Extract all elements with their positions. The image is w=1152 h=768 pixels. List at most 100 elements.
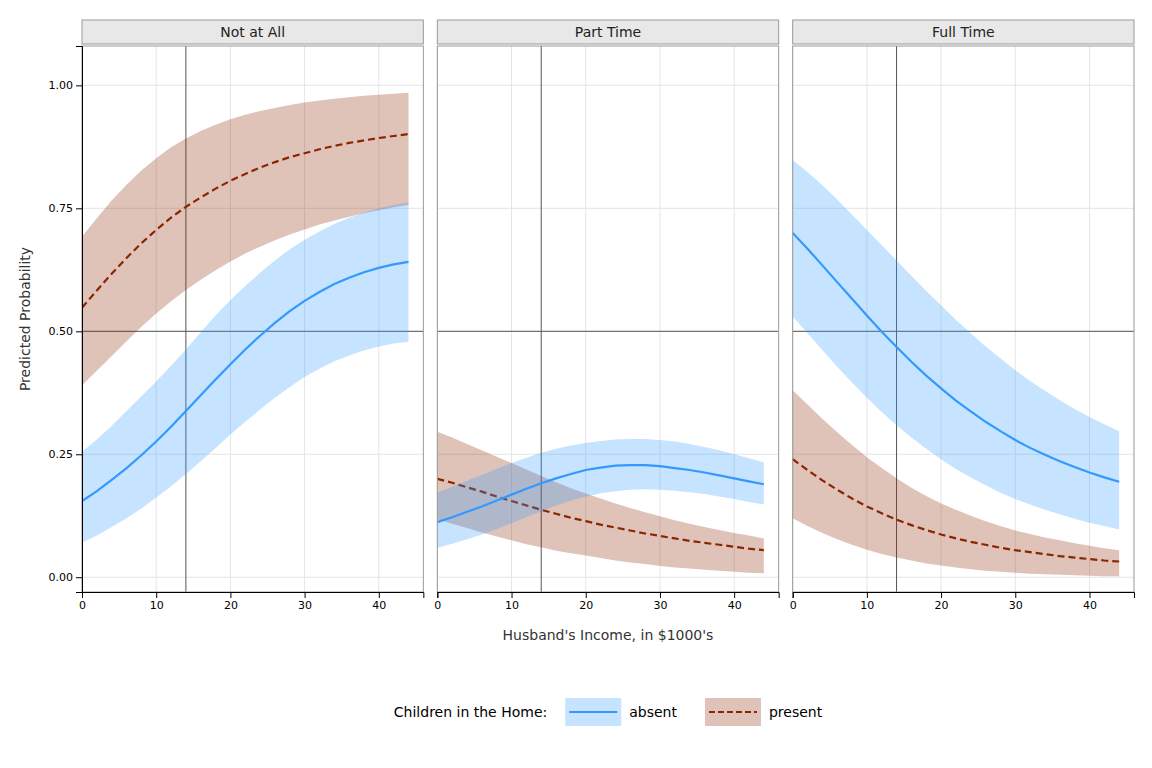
plot-background [82, 46, 423, 592]
tick-label: 40 [728, 599, 742, 612]
tick: 10 [150, 592, 164, 612]
panel-title: Full Time [932, 24, 995, 40]
tick: 20 [224, 592, 238, 612]
tick: 0 [790, 592, 797, 612]
tick-mark [1089, 592, 1090, 598]
axis-line [438, 593, 779, 599]
tick: 0 [434, 592, 441, 612]
tick-mark [379, 592, 380, 598]
legend-item: absent [565, 698, 677, 726]
grid-line [437, 331, 778, 332]
tick: 0.75 [49, 202, 83, 215]
tick-label: 30 [298, 599, 312, 612]
panel: 010203040Part Time [434, 20, 779, 612]
grid-line [793, 85, 1134, 86]
x-axis: 0 10 20 30 40 [79, 592, 424, 612]
tick: 20 [579, 592, 593, 612]
line [82, 262, 408, 501]
tick-mark [586, 592, 587, 598]
legend-swatch [565, 698, 621, 726]
legend-title: Children in the Home: [394, 704, 547, 720]
plot-frame [82, 46, 423, 592]
plot-frame [793, 46, 1134, 592]
line [437, 465, 763, 522]
tick-mark [76, 454, 82, 455]
tick-label: 10 [860, 599, 874, 612]
tick: 10 [505, 592, 519, 612]
tick: 0.25 [49, 448, 83, 461]
tick-mark [76, 331, 82, 332]
panel-strip [793, 20, 1134, 44]
grid-line [156, 46, 157, 592]
tick-mark [734, 592, 735, 598]
tick-label: 0 [79, 599, 86, 612]
tick: 40 [728, 592, 742, 612]
tick-label: 0 [434, 599, 441, 612]
plot-background [793, 46, 1134, 592]
grid-line [82, 85, 423, 86]
grid-line [437, 208, 778, 209]
plot-area [793, 46, 1134, 592]
legend-line [709, 711, 757, 713]
legend-label: present [769, 704, 823, 720]
confidence-band [437, 432, 763, 574]
reference-line [185, 46, 186, 592]
grid-line [437, 577, 778, 578]
tick-label: 0.25 [49, 448, 74, 461]
tick: 40 [1083, 592, 1097, 612]
series [793, 160, 1119, 529]
grid-line [793, 577, 1134, 578]
plot-area [437, 46, 778, 592]
legend: Children in the Home: absent present [394, 698, 823, 726]
tick: 30 [653, 592, 667, 612]
axis-line [83, 593, 424, 599]
grid [793, 46, 1134, 592]
tick-mark [76, 208, 82, 209]
panel-title: Not at All [220, 24, 285, 40]
grid-line [437, 85, 778, 86]
y-axis: 0.00 0.25 0.50 0.75 1.00 [49, 47, 83, 593]
confidence-band [437, 439, 763, 548]
legend-line [569, 711, 617, 713]
tick: 0.00 [49, 571, 83, 584]
tick-label: 0.75 [49, 202, 74, 215]
tick-label: 10 [150, 599, 164, 612]
tick-label: 30 [653, 599, 667, 612]
tick-mark [793, 592, 794, 598]
series [437, 432, 763, 574]
tick-mark [867, 592, 868, 598]
x-axis: 0 10 20 30 40 [434, 592, 779, 612]
tick-mark [1015, 592, 1016, 598]
tick-label: 0 [790, 599, 797, 612]
tick-label: 0.50 [49, 325, 74, 338]
confidence-band [82, 202, 408, 542]
tick: 20 [935, 592, 949, 612]
x-axis-title: Husband's Income, in $1000's [503, 627, 714, 643]
x-axis: 0 10 20 30 40 [790, 592, 1135, 612]
tick-mark [156, 592, 157, 598]
tick-label: 20 [224, 599, 238, 612]
confidence-band [793, 160, 1119, 529]
tick: 30 [1009, 592, 1023, 612]
axis-line [76, 47, 83, 593]
legend-item: present [705, 698, 823, 726]
tick-label: 1.00 [49, 79, 74, 92]
series [82, 202, 408, 542]
tick-label: 0.00 [49, 571, 74, 584]
plot-background [437, 46, 778, 592]
tick-label: 20 [579, 599, 593, 612]
tick-mark [76, 85, 82, 86]
tick: 1.00 [49, 79, 83, 92]
series [437, 439, 763, 548]
chart: 0102030400.000.250.500.751.00Not at AllP… [0, 0, 1152, 768]
plot-frame [437, 46, 778, 592]
tick-mark [305, 592, 306, 598]
grid-line [1015, 46, 1016, 592]
grid-line [734, 46, 735, 592]
tick-label: 10 [505, 599, 519, 612]
tick-label: 20 [935, 599, 949, 612]
panel: 0102030400.000.250.500.751.00Not at AllP… [17, 20, 424, 612]
tick-label: 30 [1009, 599, 1023, 612]
grid-line [659, 46, 660, 592]
tick: 40 [372, 592, 386, 612]
